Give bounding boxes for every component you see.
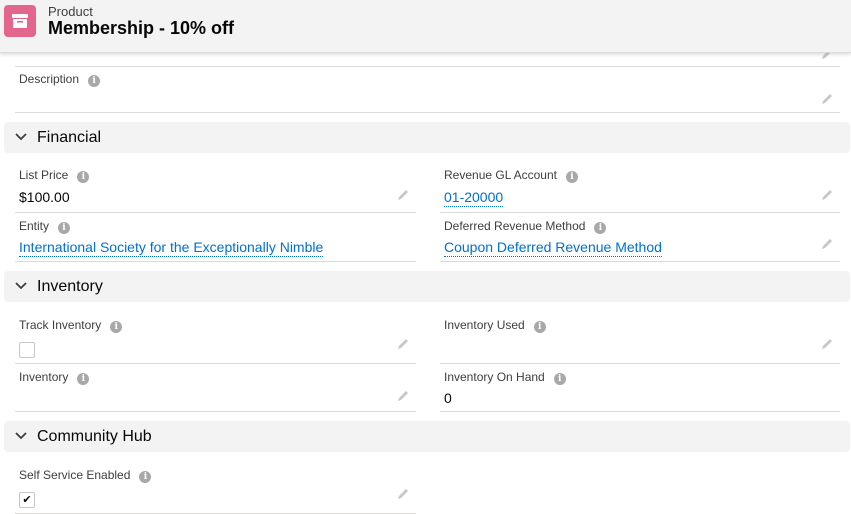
- info-icon[interactable]: i: [88, 75, 101, 87]
- deferred-revenue-method-link[interactable]: Coupon Deferred Revenue Method: [444, 239, 662, 257]
- field-label: Revenue GL Account: [444, 168, 557, 182]
- track-inventory-checkbox[interactable]: [19, 342, 35, 358]
- field-deferred-revenue-method: Deferred Revenue Method i Coupon Deferred…: [440, 219, 840, 262]
- field-entity: Entity i International Society for the Ex…: [15, 219, 416, 262]
- field-label: Entity: [19, 219, 50, 233]
- chevron-down-icon: [14, 279, 28, 293]
- edit-pencil-icon[interactable]: [396, 337, 410, 351]
- section-community-hub[interactable]: Community Hub: [4, 421, 850, 452]
- field-description: Description i: [15, 72, 840, 113]
- info-icon[interactable]: i: [553, 373, 566, 385]
- chevron-down-icon: [14, 429, 28, 443]
- info-icon[interactable]: i: [110, 321, 123, 333]
- field-inventory-on-hand: Inventory On Hand i 0: [440, 370, 840, 412]
- revenue-gl-account-link[interactable]: 01-20000: [444, 189, 504, 207]
- field-revenue-gl-account: Revenue GL Account i 01-20000: [440, 168, 840, 213]
- field-label: Track Inventory: [19, 318, 102, 332]
- info-icon[interactable]: i: [533, 321, 546, 333]
- section-title: Inventory: [37, 278, 103, 295]
- info-icon[interactable]: i: [58, 222, 71, 234]
- field-label: Inventory On Hand: [444, 370, 545, 384]
- field-track-inventory: Track Inventory i: [15, 318, 416, 364]
- edit-pencil-icon[interactable]: [820, 92, 834, 106]
- field-value: $100.00: [19, 189, 70, 205]
- edit-pencil-icon[interactable]: [396, 188, 410, 202]
- field-label: List Price: [19, 168, 69, 182]
- record-header: Product Membership - 10% off: [0, 0, 851, 53]
- edit-pencil-icon[interactable]: [820, 337, 834, 351]
- section-title: Financial: [37, 129, 102, 146]
- edit-pencil-icon[interactable]: [820, 188, 834, 202]
- product-box-icon: [4, 5, 36, 37]
- field-label: Deferred Revenue Method: [444, 219, 586, 233]
- field-value: 0: [444, 390, 452, 406]
- field-label: Self Service Enabled: [19, 468, 131, 482]
- field-inventory: Inventory i: [15, 370, 416, 412]
- edit-pencil-icon[interactable]: [396, 389, 410, 403]
- record-title: Membership - 10% off: [48, 18, 235, 38]
- field-label: Description: [19, 72, 80, 86]
- partial-field-row: [15, 40, 840, 67]
- entity-link[interactable]: International Society for the Exceptiona…: [19, 239, 324, 257]
- field-inventory-used: Inventory Used i: [440, 318, 840, 364]
- section-title: Community Hub: [37, 428, 152, 445]
- field-self-service-enabled: Self Service Enabled i ✔: [15, 468, 416, 514]
- field-label: Inventory: [19, 370, 69, 384]
- info-icon[interactable]: i: [77, 171, 90, 183]
- section-financial[interactable]: Financial: [4, 122, 850, 153]
- object-type-label: Product: [48, 4, 93, 19]
- field-list-price: List Price i $100.00: [15, 168, 416, 213]
- edit-pencil-icon[interactable]: [820, 237, 834, 251]
- info-icon[interactable]: i: [594, 222, 607, 234]
- field-label: Inventory Used: [444, 318, 525, 332]
- edit-pencil-icon[interactable]: [396, 487, 410, 501]
- info-icon[interactable]: i: [139, 471, 152, 483]
- self-service-checkbox[interactable]: ✔: [19, 492, 35, 508]
- section-inventory[interactable]: Inventory: [4, 271, 850, 302]
- info-icon[interactable]: i: [77, 373, 90, 385]
- info-icon[interactable]: i: [565, 171, 578, 183]
- chevron-down-icon: [14, 130, 28, 144]
